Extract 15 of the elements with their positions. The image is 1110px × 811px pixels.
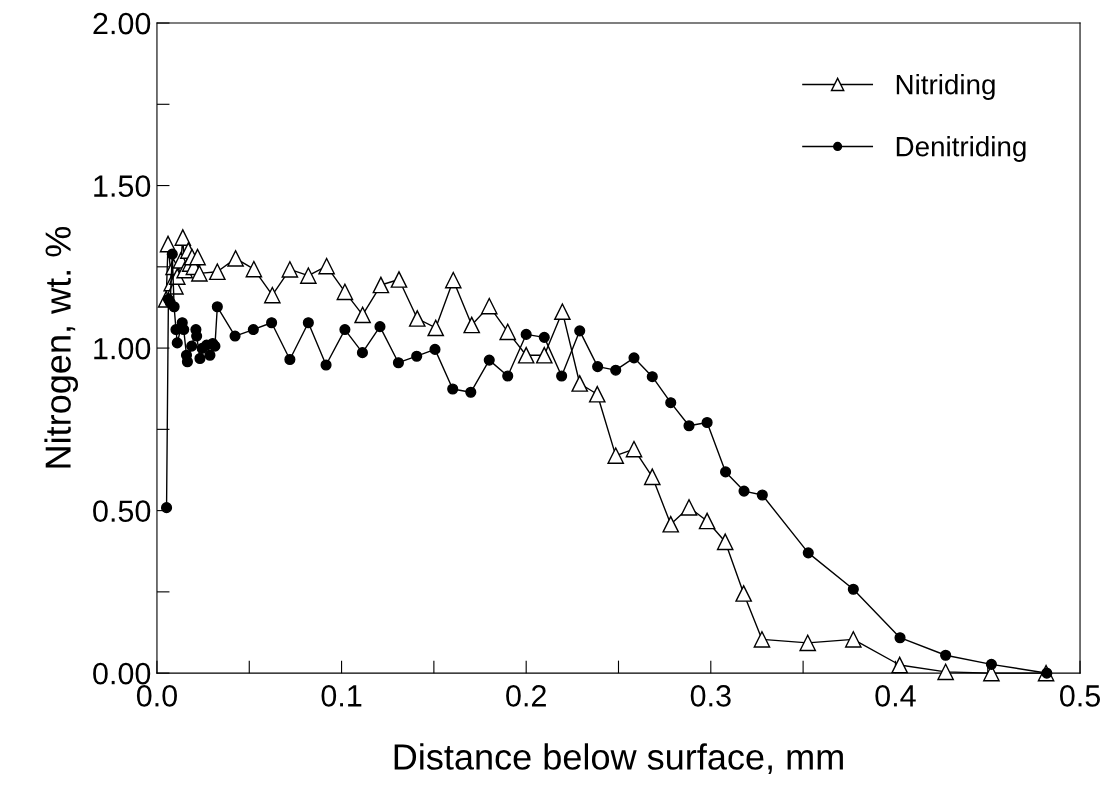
x-tick-label: 0.4 xyxy=(875,685,916,707)
legend-label: Nitriding xyxy=(896,74,995,100)
x-tick-label: 0.5 xyxy=(1059,685,1100,707)
y-tick-label: 1.50 xyxy=(94,175,151,197)
x-tick-label: 0.3 xyxy=(690,685,731,707)
y-tick-label: 0.50 xyxy=(93,500,151,522)
legend-label: Denitriding xyxy=(896,136,1026,162)
y-tick-label: 1.00 xyxy=(94,337,151,360)
x-tick-label: 0.2 xyxy=(506,685,546,707)
y-axis-title: Nitrogen, wt. % xyxy=(44,226,79,468)
x-axis-title: Distance below surface, mm xyxy=(394,743,843,775)
x-tick-label: 0.0 xyxy=(136,685,177,707)
y-tick-label: 0.00 xyxy=(93,662,151,685)
x-tick-label: 0.1 xyxy=(321,685,362,707)
y-tick-label: 2.00 xyxy=(93,12,151,35)
